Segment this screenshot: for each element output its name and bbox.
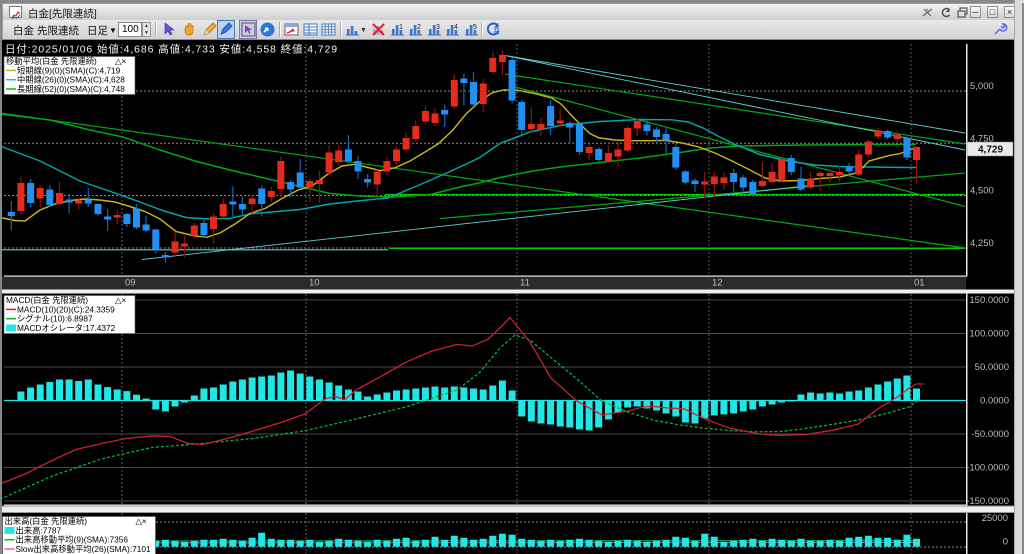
- svg-text:10: 10: [309, 278, 320, 289]
- svg-text:50.0000: 50.0000: [975, 362, 1009, 373]
- svg-text:中期線(26)(0)(SMA)(C):4,628: 中期線(26)(0)(SMA)(C):4,628: [17, 75, 125, 85]
- svg-text:MACD(白金 先限連続): MACD(白金 先限連続): [6, 295, 88, 305]
- svg-text:2: 2: [417, 24, 421, 31]
- svg-text:長期線(52)(0)(SMA)(C):4,748: 長期線(52)(0)(SMA)(C):4,748: [17, 84, 125, 94]
- svg-text:-50.0000: -50.0000: [971, 429, 1009, 440]
- svg-text:0.0000: 0.0000: [980, 396, 1009, 407]
- svg-text:MACDオシレータ:17.4372: MACDオシレータ:17.4372: [17, 323, 116, 333]
- svg-text:△×: △×: [115, 56, 126, 66]
- svg-text:-150.0000: -150.0000: [966, 496, 1009, 507]
- svg-text:12: 12: [712, 278, 723, 289]
- svg-text:4: 4: [454, 24, 458, 31]
- svg-text:150.0000: 150.0000: [969, 295, 1009, 306]
- svg-text:移動平均(白金 先限連続): 移動平均(白金 先限連続): [6, 56, 97, 66]
- svg-text:01: 01: [914, 278, 925, 289]
- svg-text:△×: △×: [115, 295, 126, 305]
- svg-text:0: 0: [1003, 537, 1008, 548]
- svg-text:09: 09: [125, 278, 136, 289]
- svg-text:25000: 25000: [982, 513, 1008, 524]
- svg-text:出来高(白金 先限連続): 出来高(白金 先限連続): [5, 516, 88, 526]
- svg-text:日付:2025/01/06 始値:4,686 高値:4,73: 日付:2025/01/06 始値:4,686 高値:4,733 安値:4,558…: [5, 43, 338, 56]
- svg-text:MACD(10)(20)(C):24.3359: MACD(10)(20)(C):24.3359: [17, 304, 115, 314]
- svg-text:1: 1: [399, 24, 403, 31]
- svg-text:R: R: [494, 27, 500, 36]
- svg-text:3: 3: [436, 24, 440, 31]
- svg-text:100.0000: 100.0000: [969, 329, 1009, 340]
- svg-text:-100.0000: -100.0000: [966, 463, 1009, 474]
- svg-text:5,000: 5,000: [970, 81, 994, 92]
- svg-text:出来高:7787: 出来高:7787: [16, 525, 62, 535]
- svg-text:Slow出来高移動平均(26)(SMA):7101: Slow出来高移動平均(26)(SMA):7101: [16, 544, 151, 554]
- svg-text:短期線(9)(0)(SMA)(C):4,719: 短期線(9)(0)(SMA)(C):4,719: [17, 65, 121, 75]
- svg-text:出来高移動平均(9)(SMA):7356: 出来高移動平均(9)(SMA):7356: [16, 535, 129, 545]
- svg-text:4,729: 4,729: [978, 145, 1003, 156]
- svg-text:4,250: 4,250: [970, 238, 994, 249]
- svg-text:11: 11: [520, 278, 530, 289]
- svg-text:4,500: 4,500: [970, 186, 994, 197]
- svg-text:4,750: 4,750: [970, 133, 994, 144]
- svg-text:シグナル(10):6.8987: シグナル(10):6.8987: [17, 314, 93, 324]
- svg-text:△×: △×: [136, 516, 147, 526]
- svg-text:5: 5: [473, 24, 477, 31]
